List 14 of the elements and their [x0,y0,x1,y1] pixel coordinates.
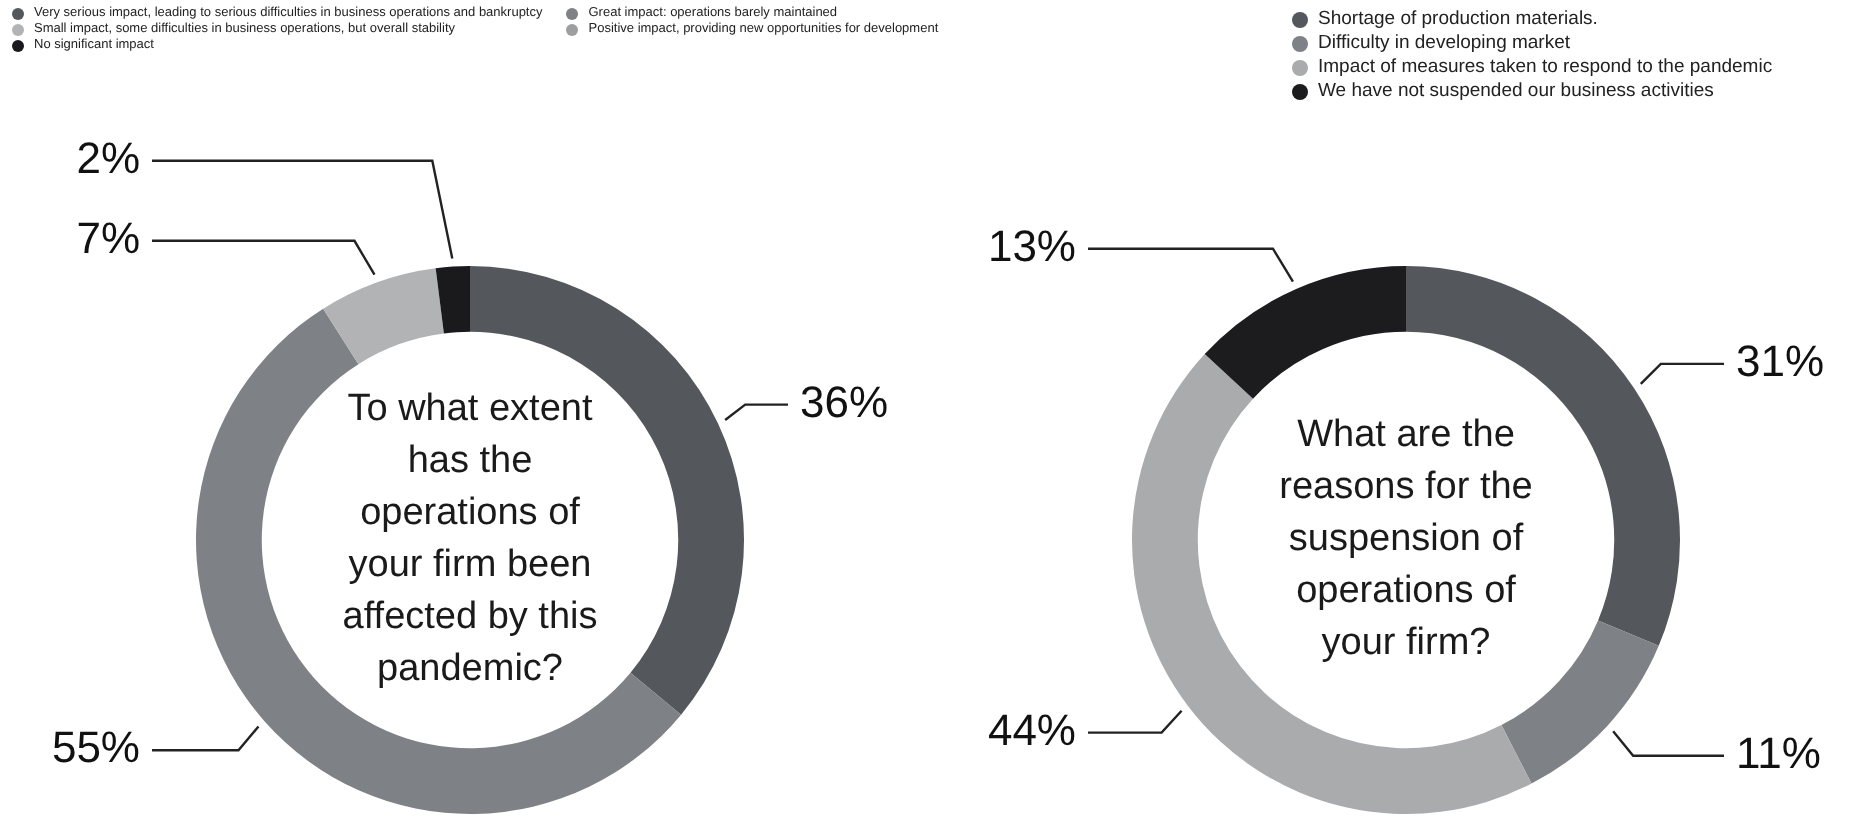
text: What are the reasons for the suspension of operations of your firm? [1279,414,1533,665]
data-label: 31% [1736,335,1825,386]
data-label: 11% [1736,727,1821,778]
data-label: 7% [76,212,140,263]
legend-label: Difficulty in developing market [1318,31,1571,56]
legend-label: Impact of measures taken to respond to the pandemic [1318,55,1773,80]
data-label: 2% [76,132,140,183]
data-label: 44% [987,704,1076,755]
data-label: 36% [800,376,889,427]
data-label: 55% [51,722,140,773]
text: To what extent has the operations of your firm been affected by this pandemic? [342,388,598,691]
legend-label: We have not suspended our business activities [1318,79,1714,103]
legend-label: Shortage of production materials. [1318,8,1598,32]
data-label: 13% [987,220,1076,271]
